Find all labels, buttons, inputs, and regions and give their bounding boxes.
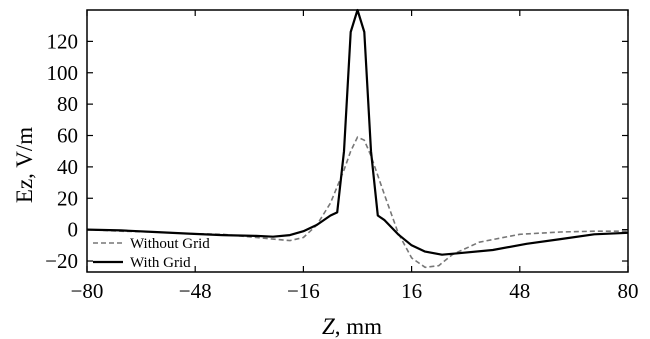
series-line-with-grid — [86, 8, 629, 256]
ticks: −80 −48 −16 16 48 80 −20 0 20 40 60 80 100 120 — [45, 10, 639, 303]
y-tick-label: 20 — [57, 186, 78, 210]
series-lines — [86, 8, 629, 269]
x-tick-label: 80 — [618, 279, 639, 303]
x-tick-label: −80 — [71, 279, 104, 303]
x-tick-label: −16 — [287, 279, 320, 303]
legend: Without Grid With Grid — [93, 236, 210, 271]
x-tick-label: 48 — [509, 279, 530, 303]
legend-label: Without Grid — [130, 236, 210, 252]
y-tick-label: 40 — [57, 155, 78, 179]
x-axis-label-unit: , mm — [335, 314, 382, 339]
x-tick-label: −48 — [179, 279, 212, 303]
y-axis-label: Ez, V/m — [12, 127, 37, 203]
legend-label: With Grid — [130, 255, 191, 271]
y-tick-label: 120 — [47, 29, 79, 53]
y-tick-label: −20 — [45, 249, 78, 273]
y-tick-label: 0 — [68, 218, 79, 242]
y-tick-label: 80 — [57, 92, 78, 116]
y-tick-label: 100 — [47, 61, 79, 85]
x-axis-label: Z, mm — [322, 314, 382, 339]
x-axis-label-variable: Z — [322, 314, 335, 339]
y-tick-label: 60 — [57, 124, 78, 148]
x-tick-label: 16 — [401, 279, 422, 303]
